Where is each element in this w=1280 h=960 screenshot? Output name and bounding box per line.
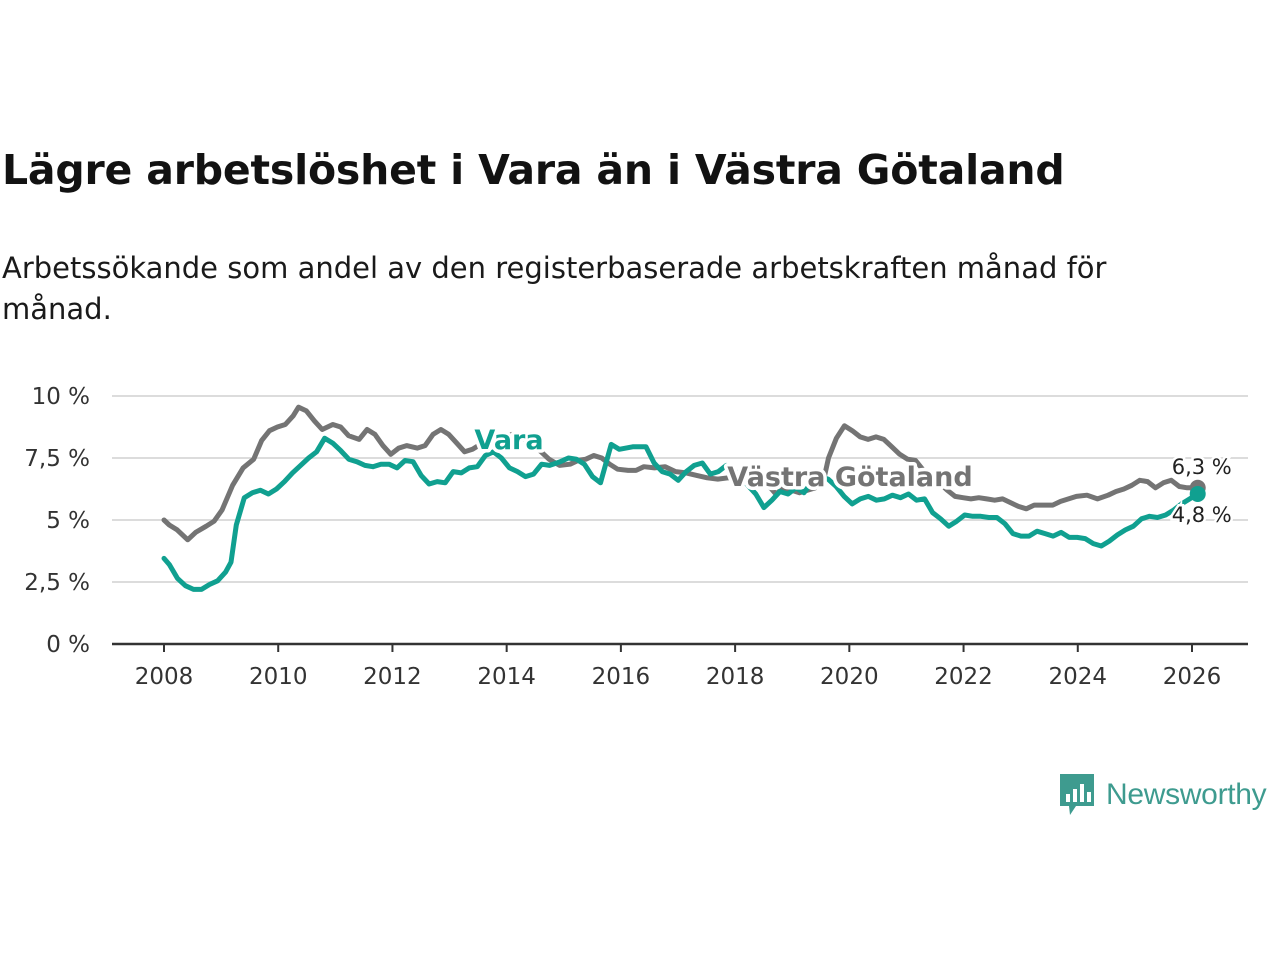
y-tick-label: 7,5 %	[24, 446, 90, 472]
x-tick-label: 2016	[592, 664, 651, 690]
x-tick-label: 2010	[249, 664, 308, 690]
y-tick-label: 5 %	[46, 508, 90, 534]
series-end-marker	[1189, 485, 1206, 502]
gridlines	[112, 395, 1248, 583]
newsworthy-logo: Newsworthy	[1058, 772, 1267, 818]
series-end-label: 6,3 %	[1172, 455, 1232, 479]
x-tick-label: 2018	[706, 664, 765, 690]
y-tick-label: 2,5 %	[24, 570, 90, 596]
series-end-label: 4,8 %	[1172, 503, 1232, 527]
series-name-label: Vara	[474, 425, 543, 456]
series-line	[161, 435, 1201, 592]
x-tick-label: 2020	[820, 664, 879, 690]
brand-name: Newsworthy	[1106, 778, 1267, 811]
series-name-label: Västra Götaland	[727, 462, 972, 493]
y-tick-label: 0 %	[46, 632, 90, 658]
x-tick-label: 2024	[1049, 664, 1108, 690]
axes: 0 % 2,5 % 5 % 7,5 % 10 % 2008 2010 2012 2014 2016…	[24, 384, 1248, 690]
y-tick-label: 10 %	[32, 384, 90, 410]
chart-subtitle: Arbetssökande som andel av den registerb…	[2, 251, 1107, 326]
x-tick-label: 2008	[135, 664, 194, 690]
series	[161, 404, 1206, 592]
series-labels: 6,3 % Västra Götaland 4,8 % Vara	[471, 422, 1234, 530]
x-tick-label: 2026	[1163, 664, 1222, 690]
x-tick-label: 2012	[363, 664, 422, 690]
chart-title: Lägre arbetslöshet i Vara än i Västra Gö…	[2, 146, 1065, 194]
newsworthy-logo-icon	[1060, 774, 1094, 815]
x-tick-label: 2014	[477, 664, 536, 690]
x-tick-label: 2022	[934, 664, 993, 690]
